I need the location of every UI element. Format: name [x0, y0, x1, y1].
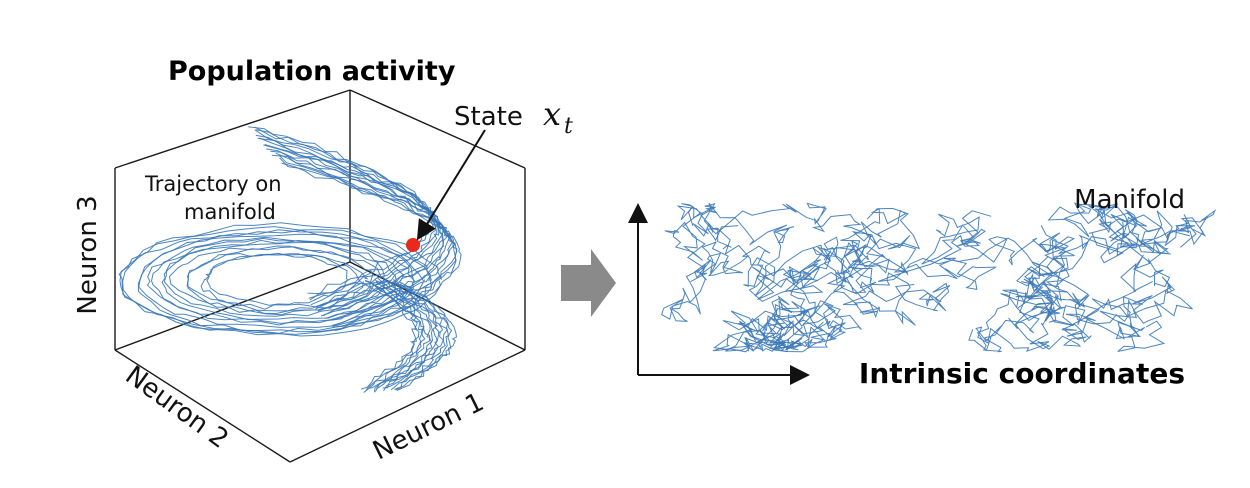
panel-title: Population activity	[168, 56, 456, 87]
state-variable: x	[543, 95, 561, 133]
trajectory-sweep	[363, 280, 425, 393]
manifold-path	[661, 205, 714, 322]
manifold-path	[1008, 290, 1166, 352]
state-label: State	[454, 102, 523, 132]
state-subscript: t	[564, 114, 573, 139]
manifold-path	[681, 202, 824, 302]
manifold-path	[1078, 203, 1217, 257]
trajectory-sweep	[364, 279, 420, 392]
manifold-path	[1015, 239, 1100, 326]
axis-label-neuron1: Neuron 1	[368, 387, 488, 466]
trajectory-sweep	[376, 277, 434, 390]
manifold-path	[812, 236, 951, 312]
manifold-path	[968, 272, 1060, 353]
trajectory-3d	[118, 126, 462, 393]
trajectory-loop	[205, 253, 349, 306]
box-front-lines	[114, 349, 526, 463]
state-point	[406, 238, 420, 252]
trajectory-sweep	[384, 281, 445, 389]
manifold-path	[722, 265, 813, 351]
trajectory-sweep	[394, 280, 453, 390]
axis-label-neuron3: Neuron 3	[73, 195, 103, 314]
trajectory-arc	[248, 126, 432, 295]
manifold-path	[807, 247, 916, 326]
manifold-path	[767, 295, 862, 353]
population-activity-panel: Population activity State x t Trajectory…	[73, 56, 573, 466]
trajectory-loop	[137, 229, 426, 333]
manifold-path	[905, 237, 1075, 318]
trajectory-label-line1: Trajectory on	[144, 172, 282, 196]
trajectory-sweep	[390, 281, 449, 391]
manifold-path	[812, 207, 921, 276]
trajectory-arc	[281, 162, 462, 332]
transform-arrow	[561, 249, 616, 317]
manifold-trajectory	[661, 202, 1217, 353]
intrinsic-coordinates-panel: Manifold Intrinsic coordinates	[628, 185, 1217, 390]
trajectory-sweep	[374, 278, 431, 393]
trajectory-arc	[254, 129, 438, 306]
trajectory-arc	[271, 154, 456, 322]
axis-label-neuron2: Neuron 2	[120, 360, 234, 454]
trajectory-sweep	[396, 281, 457, 391]
manifold-path	[1047, 202, 1147, 264]
manifold-path	[1069, 275, 1193, 337]
manifold-label: Manifold	[1074, 185, 1185, 215]
trajectory-arc	[270, 150, 454, 319]
trajectory-loop	[161, 239, 397, 321]
manifold-path	[694, 225, 824, 300]
intrinsic-coordinates-label: Intrinsic coordinates	[859, 357, 1185, 390]
manifold-path	[1110, 210, 1204, 288]
manifold-path	[700, 202, 992, 282]
trajectory-label-line2: manifold	[184, 200, 276, 224]
state-pointer-arrow	[416, 129, 486, 241]
trajectory-arc	[264, 144, 449, 317]
manifold-path	[1000, 262, 1153, 326]
trajectory-sweep	[374, 280, 433, 392]
manifold-path	[921, 213, 1076, 266]
trajectory-loop	[119, 222, 443, 337]
